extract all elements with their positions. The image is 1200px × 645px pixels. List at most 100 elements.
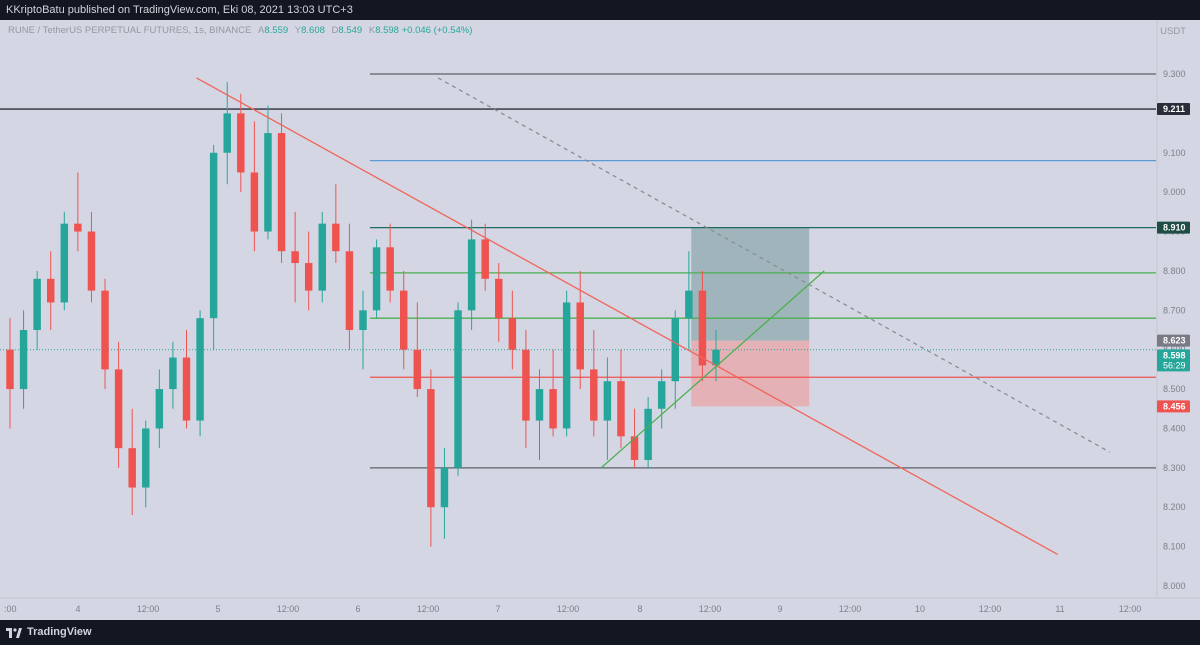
candle-body-26 xyxy=(359,310,367,330)
price-label-2: 8.623 xyxy=(1163,336,1186,346)
price-label-bg-3 xyxy=(1157,349,1190,372)
publisher-text: KKriptoBatu published on TradingView.com… xyxy=(6,4,353,16)
candle-body-0 xyxy=(6,349,14,390)
y-tick-label-4: 8.800 xyxy=(1163,266,1186,276)
candle-body-38 xyxy=(522,349,530,421)
candle-body-24 xyxy=(332,223,340,252)
trendline-uptrend-support xyxy=(600,270,825,469)
x-tick-label-3: 5 xyxy=(215,604,220,614)
candle-body-50 xyxy=(685,290,693,319)
x-tick-label-1: 4 xyxy=(75,604,80,614)
symbol-name: RUNE / TetherUS PERPETUAL FUTURES, 1s, B… xyxy=(8,25,252,36)
stop-zone xyxy=(691,340,810,407)
x-tick-label-6: 12:00 xyxy=(417,604,440,614)
y-tick-label-9: 8.300 xyxy=(1163,463,1186,473)
x-tick-label-7: 7 xyxy=(495,604,500,614)
price-label-0: 9.211 xyxy=(1163,104,1185,114)
price-label-1: 8.910 xyxy=(1163,223,1186,233)
candle-body-3 xyxy=(46,278,55,303)
candle-body-19 xyxy=(264,133,272,232)
chart-frame[interactable]: 9.3009.1009.0008.9008.8008.7008.6008.500… xyxy=(0,20,1200,620)
x-tick-label-5: 6 xyxy=(355,604,360,614)
price-label-bg-2 xyxy=(1157,334,1190,347)
candle-body-30 xyxy=(413,349,422,390)
candle-body-44 xyxy=(603,381,612,421)
candle-body-18 xyxy=(250,172,259,232)
candle-body-11 xyxy=(155,389,164,429)
candle-body-15 xyxy=(209,152,218,319)
trendline-dashed-downtrend xyxy=(437,77,1111,453)
candle-body-14 xyxy=(196,318,204,421)
x-tick-label-12: 12:00 xyxy=(839,604,862,614)
candle-body-17 xyxy=(237,113,245,173)
candle-body-16 xyxy=(223,113,231,153)
candle-body-12 xyxy=(169,357,177,390)
candle-body-32 xyxy=(440,467,449,508)
y-tick-label-7: 8.500 xyxy=(1163,384,1186,394)
x-tick-label-16: 12:00 xyxy=(1119,604,1142,614)
x-tick-label-11: 9 xyxy=(777,604,782,614)
y-tick-label-11: 8.100 xyxy=(1163,542,1186,552)
tradingview-icon xyxy=(6,627,22,638)
y-tick-label-1: 9.100 xyxy=(1163,148,1186,158)
tradingview-logo[interactable]: TradingView xyxy=(6,620,92,645)
candle-body-37 xyxy=(508,318,517,350)
low-value: 8.549 xyxy=(338,25,363,36)
open-label: A xyxy=(258,25,265,36)
candle-body-36 xyxy=(495,278,503,319)
candle-body-9 xyxy=(128,448,136,488)
brand-name: TradingView xyxy=(27,626,92,638)
candle-body-49 xyxy=(671,318,680,382)
price-chart[interactable]: 9.3009.1009.0008.9008.8008.7008.6008.500… xyxy=(0,20,1200,620)
price-label-3: 8.598 xyxy=(1163,350,1186,360)
candle-body-34 xyxy=(467,239,476,311)
candle-body-7 xyxy=(101,290,109,370)
candle-body-1 xyxy=(19,330,28,390)
price-label-4: 8.456 xyxy=(1163,401,1186,411)
candle-body-5 xyxy=(74,223,82,232)
x-tick-label-14: 12:00 xyxy=(979,604,1002,614)
candle-body-23 xyxy=(318,223,327,291)
open-value: 8.559 xyxy=(264,25,289,36)
y-tick-label-8: 8.400 xyxy=(1163,423,1186,433)
candle-body-42 xyxy=(576,302,584,370)
candle-body-25 xyxy=(345,251,354,330)
candle-body-47 xyxy=(644,408,652,460)
candle-body-51 xyxy=(698,290,707,366)
candle-body-41 xyxy=(562,302,571,429)
candle-body-28 xyxy=(386,247,394,291)
trendline-main-downtrend xyxy=(196,77,1059,556)
price-axis-background xyxy=(1157,20,1200,620)
y-tick-label-10: 8.200 xyxy=(1163,502,1186,512)
candle-body-45 xyxy=(617,381,625,437)
high-label: Y xyxy=(294,25,302,36)
high-value: 8.608 xyxy=(301,25,325,36)
candle-body-39 xyxy=(535,389,544,421)
candle-body-35 xyxy=(481,239,489,279)
target-zone xyxy=(691,227,810,341)
candle-body-8 xyxy=(114,369,123,449)
close-value: 8.598 xyxy=(375,25,399,36)
publisher-bar: KKriptoBatu published on TradingView.com… xyxy=(0,0,1200,20)
candle-body-4 xyxy=(60,223,69,303)
x-tick-label-13: 10 xyxy=(915,604,925,614)
candle-body-52 xyxy=(712,349,720,366)
candle-body-48 xyxy=(657,381,666,409)
y-tick-label-5: 8.700 xyxy=(1163,305,1186,315)
change-value: +0.046 (+0.54%) xyxy=(401,25,473,36)
close-label: K xyxy=(368,25,376,36)
candle-body-46 xyxy=(630,436,639,460)
x-tick-label-2: 12:00 xyxy=(137,604,160,614)
low-label: D xyxy=(331,25,339,36)
x-tick-label-9: 8 xyxy=(637,604,642,614)
candle-body-21 xyxy=(291,251,299,264)
candle-body-20 xyxy=(277,133,286,252)
candle-body-13 xyxy=(182,357,191,421)
x-tick-label-15: 11 xyxy=(1055,604,1064,614)
price-label-bg-1 xyxy=(1157,221,1190,234)
candle-body-10 xyxy=(142,428,150,488)
currency-label: USDT xyxy=(1160,26,1186,37)
candle-body-6 xyxy=(87,231,96,291)
footer-bar: TradingView xyxy=(0,620,1200,645)
y-tick-label-2: 9.000 xyxy=(1163,187,1186,197)
